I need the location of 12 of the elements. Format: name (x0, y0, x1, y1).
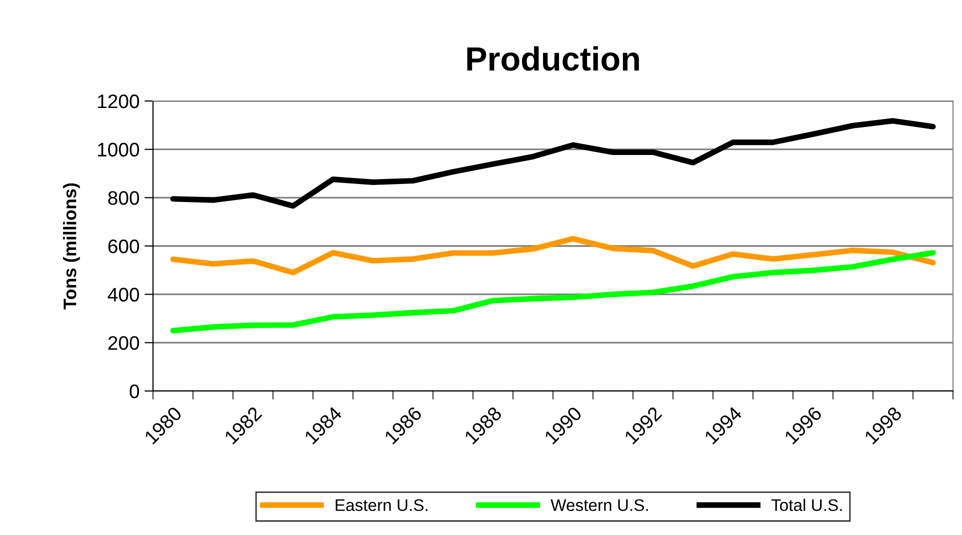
y-axis-title: Tons (millions) (63, 183, 80, 310)
y-tick-label: 1000 (98, 142, 140, 157)
legend-label: Total U.S. (771, 498, 842, 512)
chart-title: Production (467, 46, 639, 71)
y-tick-label: 0 (130, 384, 140, 398)
y-tick-label: 1200 (98, 94, 140, 108)
legend-label: Western U.S. (550, 499, 648, 512)
y-tick-label: 400 (108, 288, 140, 302)
y-tick-label: 600 (108, 239, 140, 254)
legend-label: Eastern U.S. (336, 499, 428, 512)
y-tick-label: 800 (108, 191, 140, 205)
y-tick-label: 200 (108, 336, 140, 350)
